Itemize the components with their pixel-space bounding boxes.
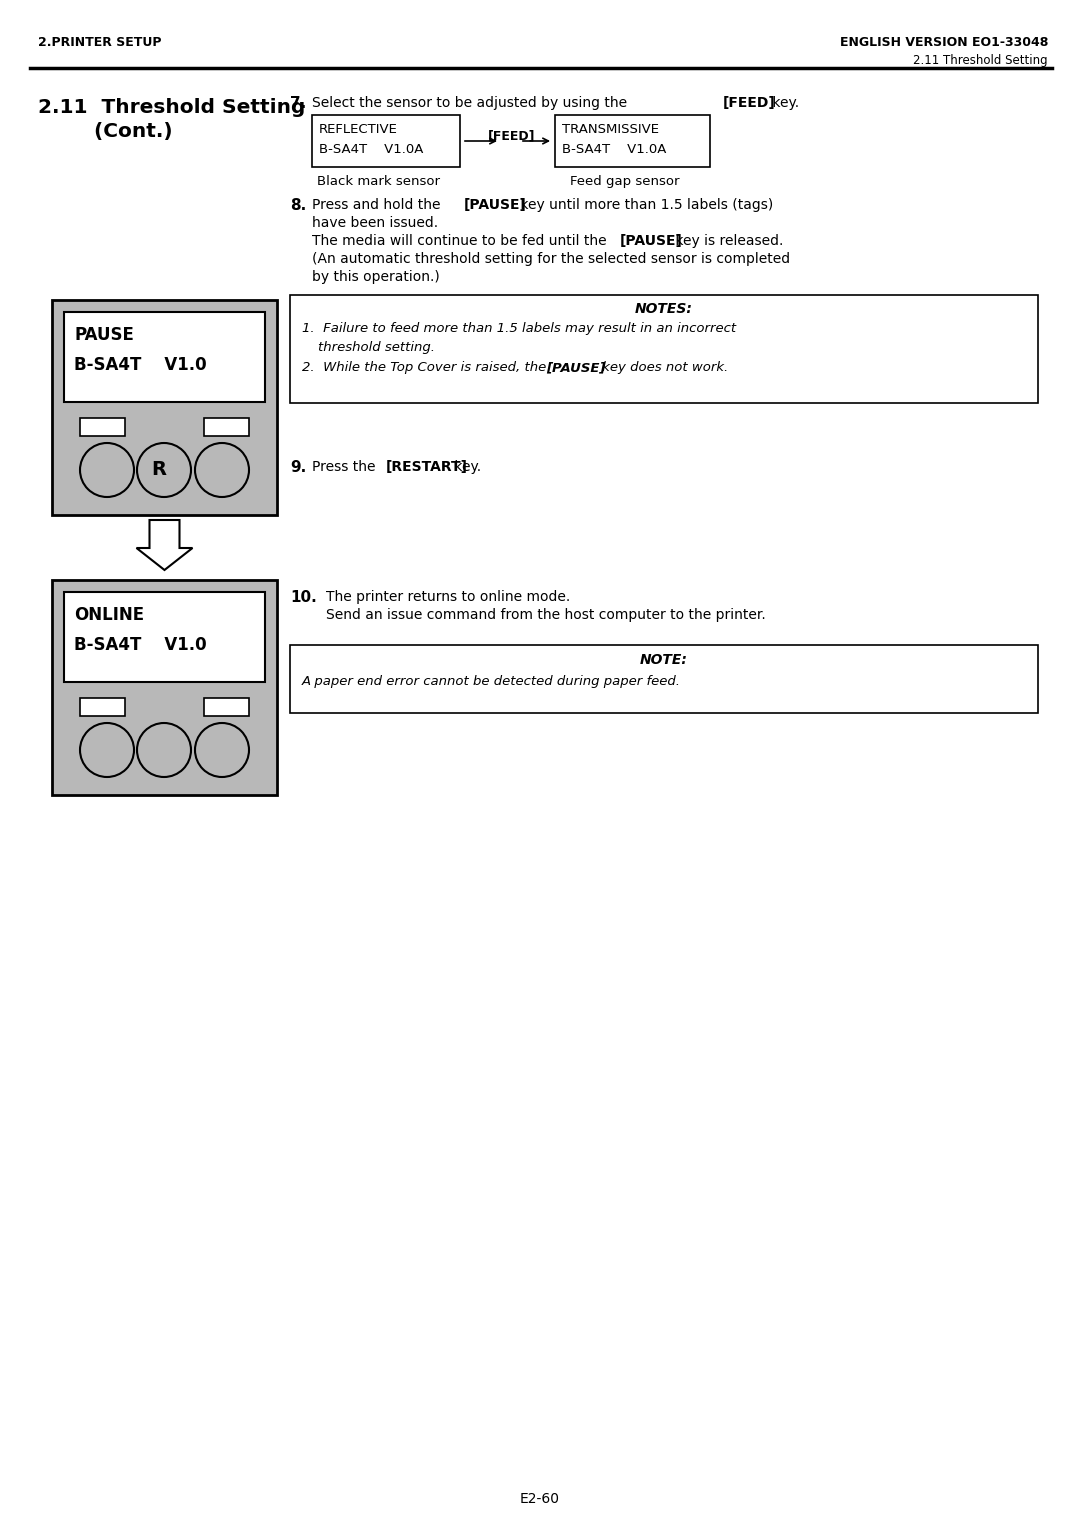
Bar <box>52 299 276 515</box>
Text: 7.: 7. <box>291 96 307 112</box>
Text: [FEED]: [FEED] <box>488 128 536 142</box>
Text: 1.  Failure to feed more than 1.5 labels may result in an incorrect: 1. Failure to feed more than 1.5 labels … <box>302 322 737 335</box>
Polygon shape <box>136 520 192 570</box>
Text: NOTE:: NOTE: <box>640 652 688 668</box>
Text: [RESTART]: [RESTART] <box>386 460 468 474</box>
FancyBboxPatch shape <box>555 115 710 167</box>
Ellipse shape <box>80 443 134 497</box>
Text: (An automatic threshold setting for the selected sensor is completed: (An automatic threshold setting for the … <box>312 252 791 266</box>
Text: REFLECTIVE: REFLECTIVE <box>319 122 397 136</box>
Bar <box>80 419 125 435</box>
Text: E2-60: E2-60 <box>519 1491 561 1507</box>
Text: (Cont.): (Cont.) <box>38 122 173 141</box>
Ellipse shape <box>195 443 249 497</box>
Text: A paper end error cannot be detected during paper feed.: A paper end error cannot be detected dur… <box>302 675 681 688</box>
Bar <box>52 581 276 795</box>
Text: [FEED]: [FEED] <box>723 96 775 110</box>
Text: 9.: 9. <box>291 460 307 475</box>
Bar <box>64 591 265 681</box>
Text: key is released.: key is released. <box>671 234 783 248</box>
Bar <box>291 645 1038 714</box>
Text: 2.11  Threshold Setting: 2.11 Threshold Setting <box>38 98 306 118</box>
Text: Press and hold the: Press and hold the <box>312 199 445 212</box>
Text: 8.: 8. <box>291 199 307 212</box>
Text: by this operation.): by this operation.) <box>312 270 440 284</box>
Text: Send an issue command from the host computer to the printer.: Send an issue command from the host comp… <box>326 608 766 622</box>
Text: ONLINE: ONLINE <box>75 607 144 623</box>
Ellipse shape <box>137 443 191 497</box>
Text: key until more than 1.5 labels (tags): key until more than 1.5 labels (tags) <box>516 199 773 212</box>
Ellipse shape <box>195 723 249 778</box>
Bar <box>64 312 265 402</box>
Text: 2.  While the Top Cover is raised, the: 2. While the Top Cover is raised, the <box>302 361 551 374</box>
Text: R: R <box>151 460 166 478</box>
Text: 2.PRINTER SETUP: 2.PRINTER SETUP <box>38 37 162 49</box>
Text: Press the: Press the <box>312 460 380 474</box>
Text: [PAUSE]: [PAUSE] <box>620 234 683 248</box>
Text: ENGLISH VERSION EO1-33048: ENGLISH VERSION EO1-33048 <box>839 37 1048 49</box>
Bar <box>204 698 249 717</box>
Text: The media will continue to be fed until the: The media will continue to be fed until … <box>312 234 611 248</box>
Text: Feed gap sensor: Feed gap sensor <box>570 176 679 188</box>
Ellipse shape <box>137 723 191 778</box>
Text: B-SA4T    V1.0A: B-SA4T V1.0A <box>562 144 666 156</box>
Text: threshold setting.: threshold setting. <box>318 341 435 354</box>
Text: 2.11 Threshold Setting: 2.11 Threshold Setting <box>914 53 1048 67</box>
Text: 10.: 10. <box>291 590 316 605</box>
Text: TRANSMISSIVE: TRANSMISSIVE <box>562 122 659 136</box>
FancyBboxPatch shape <box>312 115 460 167</box>
Text: B-SA4T    V1.0: B-SA4T V1.0 <box>75 356 206 374</box>
Text: B-SA4T    V1.0A: B-SA4T V1.0A <box>319 144 423 156</box>
Text: key does not work.: key does not work. <box>598 361 728 374</box>
Text: [PAUSE]: [PAUSE] <box>464 199 527 212</box>
Text: [PAUSE]: [PAUSE] <box>546 361 606 374</box>
Text: PAUSE: PAUSE <box>75 325 134 344</box>
Text: key.: key. <box>450 460 481 474</box>
Text: key.: key. <box>768 96 799 110</box>
Bar <box>80 698 125 717</box>
Bar <box>291 295 1038 403</box>
Ellipse shape <box>80 723 134 778</box>
Text: B-SA4T    V1.0: B-SA4T V1.0 <box>75 636 206 654</box>
Text: Black mark sensor: Black mark sensor <box>318 176 440 188</box>
Text: The printer returns to online mode.: The printer returns to online mode. <box>326 590 570 604</box>
Bar <box>204 419 249 435</box>
Text: NOTES:: NOTES: <box>635 303 693 316</box>
Text: Select the sensor to be adjusted by using the: Select the sensor to be adjusted by usin… <box>312 96 632 110</box>
Text: have been issued.: have been issued. <box>312 215 438 231</box>
